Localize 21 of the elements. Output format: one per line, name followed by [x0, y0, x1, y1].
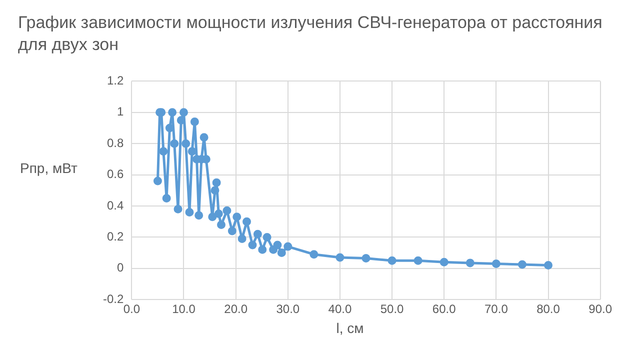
x-tick-label: 50.0	[380, 302, 404, 316]
x-axis-title: l, см	[335, 320, 365, 336]
x-tick-label: 80.0	[536, 302, 560, 316]
x-tick-label: 90.0	[588, 302, 612, 316]
x-tick-label: 60.0	[432, 302, 456, 316]
y-tick-label: 1	[116, 104, 124, 119]
y-tick-label: 0.4	[106, 198, 124, 212]
x-tick-label: 0.0	[123, 302, 140, 316]
x-tick-label: 40.0	[328, 302, 352, 316]
y-tick-label: 0.8	[106, 136, 124, 150]
chart-title: График зависимости мощности излучения СВЧ-генератора от расстояния для двух зон	[18, 12, 604, 56]
x-tick-label: 10.0	[172, 302, 196, 316]
x-tick-label: 20.0	[224, 302, 248, 316]
y-tick-label: 0.2	[106, 230, 124, 244]
x-tick-label: 70.0	[484, 302, 508, 316]
y-tick-label: -0.2	[102, 292, 124, 306]
y-tick-label: 0	[116, 260, 124, 275]
y-tick-label: 0.6	[106, 167, 124, 182]
y-axis-title: Рпр, мВт	[20, 160, 78, 176]
y-tick-label: 1.2	[106, 74, 124, 88]
x-tick-label: 30.0	[276, 302, 300, 316]
